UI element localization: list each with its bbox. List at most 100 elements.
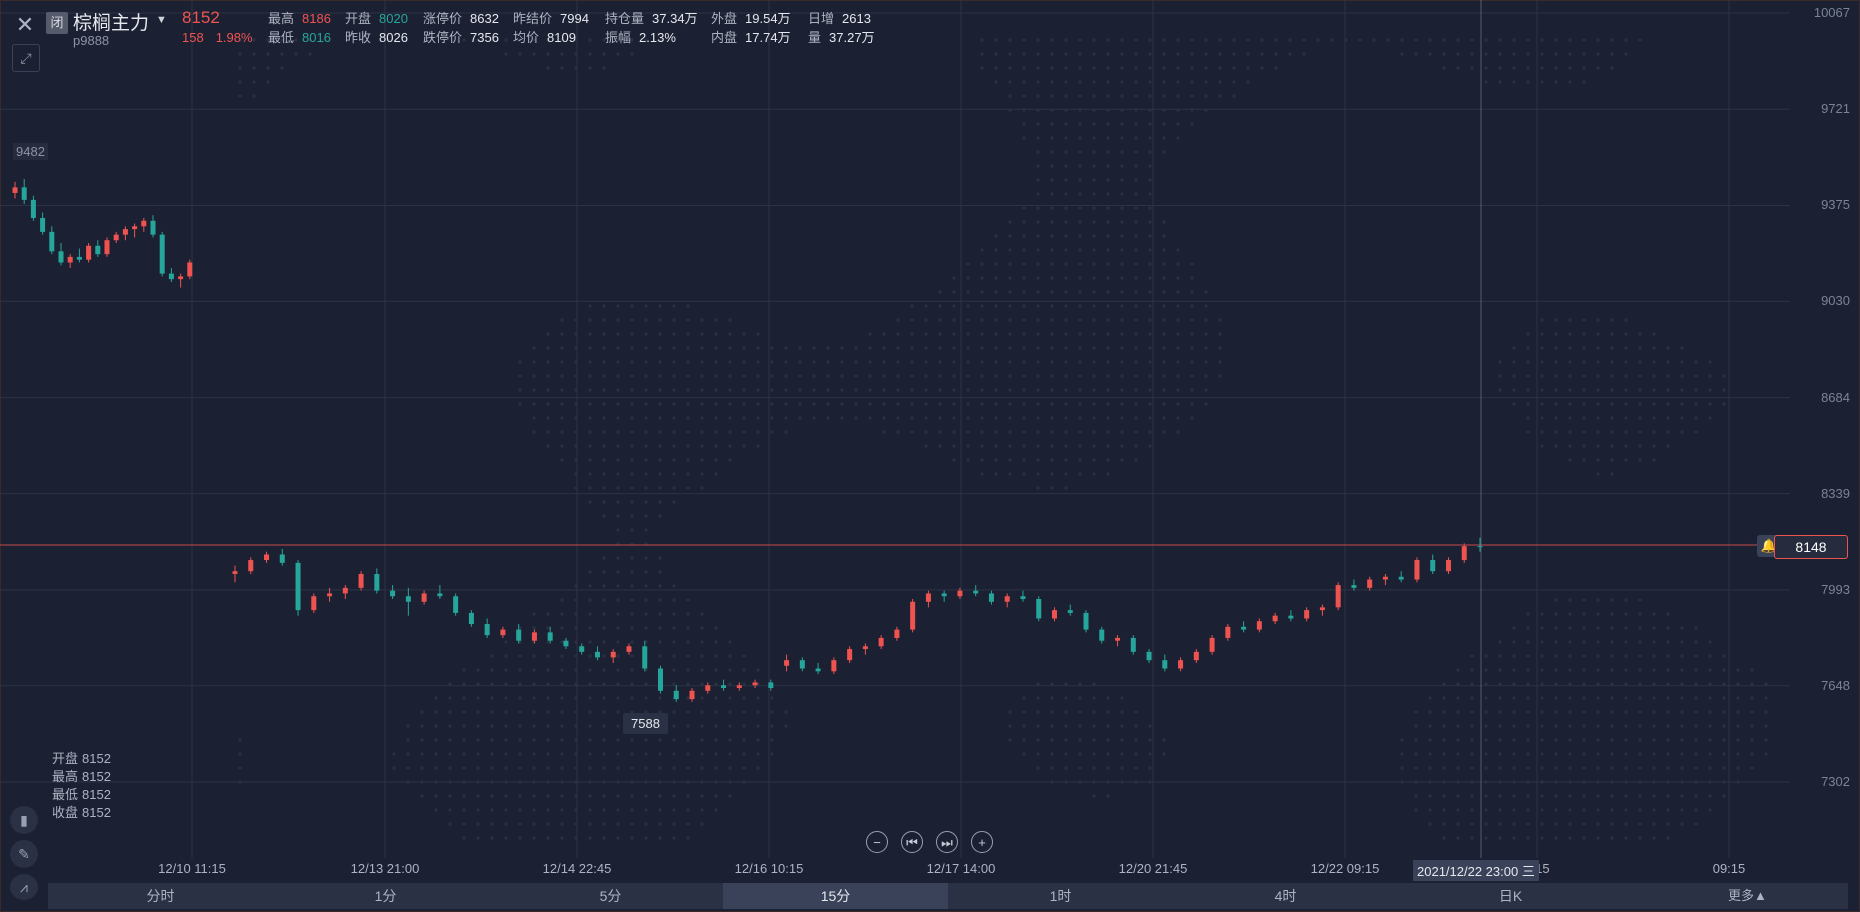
candle-body [1146,651,1152,661]
candle-body [1130,637,1136,652]
candle-body [122,229,128,235]
ohlc-high: 最高 8152 [52,769,111,784]
candle-body [76,256,82,260]
candle-body [40,217,46,232]
candle-body [673,690,679,700]
y-tick-label: 8339 [1821,485,1850,501]
candle-body [925,593,931,602]
ohlc-close: 收盘 8152 [52,805,111,820]
stat-label: 日增 [808,11,835,26]
candle-body [484,624,490,636]
stat-stats_row2-2: 跌停价 7356 [423,27,499,46]
candle-body [1020,596,1026,599]
stat-stats_row1-1: 开盘 8020 [345,8,408,27]
candle-body [658,668,664,691]
stat-stats_row1-4: 持仓量 37.34万 [605,8,698,27]
stat-value: 37.27万 [829,30,875,45]
candle-body [988,593,994,602]
stat-stats_row2-6: 量 37.27万 [808,27,875,46]
candle-body [437,593,443,597]
stat-label: 最高 [268,11,295,26]
candle-body [894,629,900,638]
candle-body [1398,576,1404,580]
candle-body [67,256,73,263]
tab-5[interactable]: 4时 [1274,888,1297,904]
candle-body [784,660,790,666]
candle-body [342,587,348,594]
candlestick-chart[interactable] [0,0,1860,880]
tab-6[interactable]: 日K [1498,888,1523,904]
candle-body [563,640,569,647]
indicator-icon[interactable]: ▮ [10,806,38,834]
y-tick-label: 8684 [1821,389,1850,405]
candle-body [594,651,600,658]
y-tick-label: 9375 [1821,197,1850,213]
candle-body [500,629,506,636]
close-icon[interactable]: ✕ [15,12,35,37]
line-tool-icon[interactable]: ⩘ [10,874,38,900]
candle-body [1477,546,1483,548]
stat-value: 2.13% [639,30,676,45]
candle-body [1430,560,1436,572]
candle-body [721,685,727,688]
zoom-out-icon[interactable]: − [866,831,888,853]
tab-1[interactable]: 1分 [374,888,397,904]
chevron-down-icon[interactable]: ▼ [156,14,167,26]
candle-body [610,651,616,658]
tab-2[interactable]: 5分 [599,888,622,904]
candle-body [374,573,380,591]
skip-back-icon[interactable]: ⏮ [901,831,923,853]
candle-body [1036,598,1042,619]
stat-value: 37.34万 [652,11,698,26]
candle-body [1225,626,1231,638]
stat-stats_row2-4: 振幅 2.13% [605,27,676,46]
stat-value: 19.54万 [745,11,791,26]
candle-body [1099,629,1105,641]
candle-body [831,660,837,672]
change-value: 158 [182,30,204,45]
candle-body [264,554,270,561]
candle-body [862,646,868,650]
candle-body [1067,610,1073,613]
candle-body [1178,660,1184,669]
stat-value: 7356 [470,30,499,45]
candle-body [279,554,285,563]
candle-body [104,240,110,255]
candle-body [1367,579,1373,588]
period-low-label: 7588 [623,713,668,734]
ohlc-open: 开盘 8152 [52,751,111,766]
last-price: 8152 [182,8,220,27]
x-tick-label: 12/10 11:15 [158,861,226,876]
stat-stats_row1-3: 昨结价 7994 [513,8,589,27]
chart-grid [0,0,1790,858]
candle-body [1288,615,1294,619]
zoom-in-icon[interactable]: + [971,831,993,853]
candle-body [1272,615,1278,622]
candle-body [1115,637,1121,641]
stat-label: 内盘 [711,30,738,45]
stat-label: 昨结价 [513,11,553,26]
tab-0[interactable]: 分时 [146,888,175,904]
stat-stats_row2-0: 最低 8016 [268,27,331,46]
stat-value: 17.74万 [745,30,791,45]
pencil-icon[interactable]: ✎ [10,840,38,868]
candle-body [113,234,119,241]
stat-label: 均价 [513,30,540,45]
candle-body [878,637,884,647]
symbol-name[interactable]: 棕榈主力 [73,13,150,34]
candle-body [12,187,18,193]
price-change: 158 1.98% [182,30,265,45]
candle-body [132,226,138,230]
candle-body [768,682,774,688]
y-tick-label: 7648 [1821,677,1850,693]
candle-body [358,573,364,588]
tab-4[interactable]: 1时 [1049,888,1072,904]
skip-forward-icon[interactable]: ⏭ [936,831,958,853]
change-percent: 1.98% [215,30,253,45]
draw-tool-icon[interactable]: ⤢ [12,44,40,72]
tab-3[interactable]: 15分 [723,883,948,909]
stat-label: 量 [808,30,822,45]
stat-label: 外盘 [711,11,738,26]
more-timeframes-button[interactable]: 更多▲ [1728,888,1767,903]
candle-body [642,646,648,669]
